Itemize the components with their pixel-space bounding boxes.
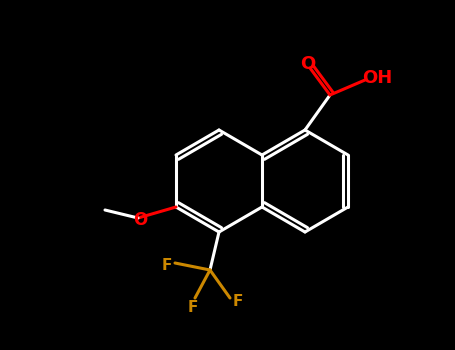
Text: F: F: [162, 258, 172, 273]
Text: OH: OH: [362, 69, 392, 87]
Text: F: F: [233, 294, 243, 309]
Text: F: F: [188, 301, 198, 315]
Text: O: O: [300, 55, 316, 73]
Text: O: O: [133, 211, 147, 229]
